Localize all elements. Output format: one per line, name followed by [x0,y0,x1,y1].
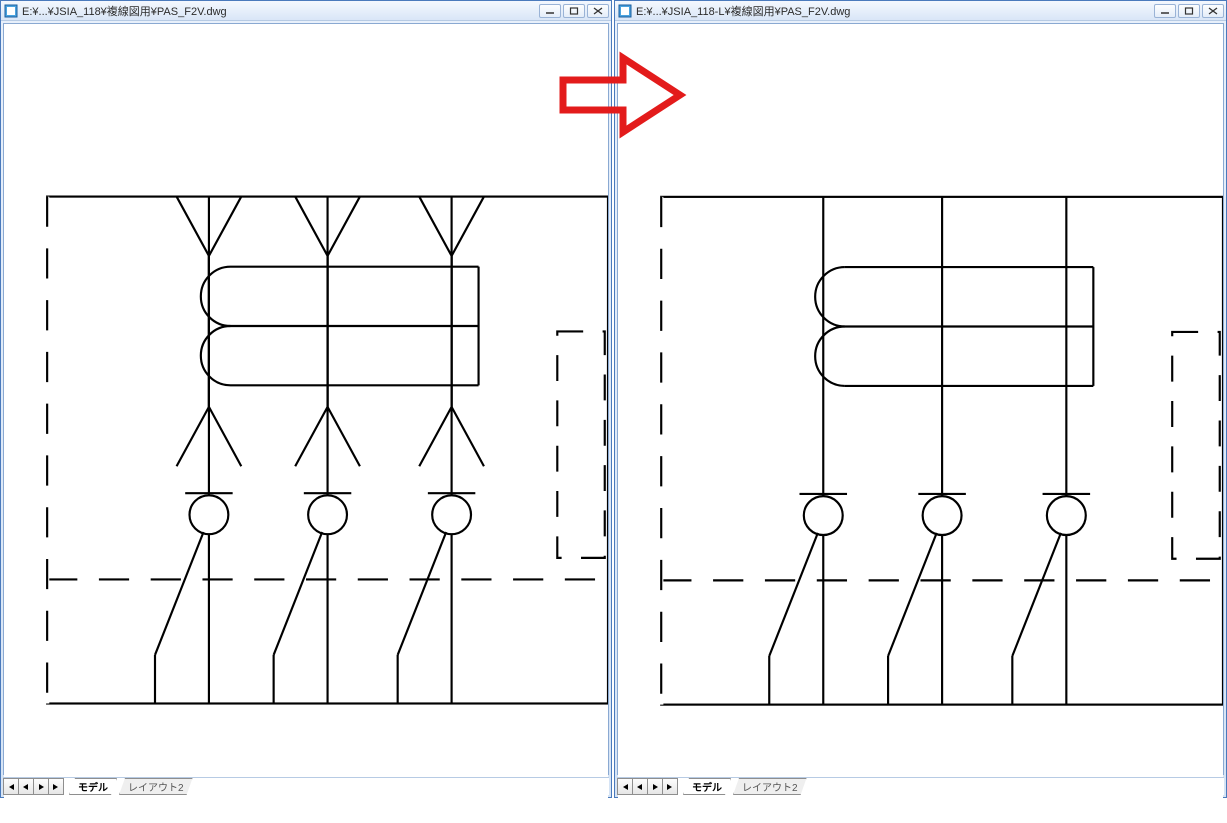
nav-last-button[interactable] [662,778,678,795]
titlebar: E:¥...¥JSIA_118-L¥複線図用¥PAS_F2V.dwg [615,1,1226,21]
tab-layout2[interactable]: レイアウト2 [119,778,193,795]
titlebar: E:¥...¥JSIA_118¥複線図用¥PAS_F2V.dwg [1,1,611,21]
window-left: E:¥...¥JSIA_118¥複線図用¥PAS_F2V.dwg モデル レイア… [0,0,612,798]
nav-last-button[interactable] [48,778,64,795]
app-icon [618,4,632,18]
nav-prev-button[interactable] [18,778,34,795]
drawing-area[interactable] [3,23,609,775]
app-icon [4,4,18,18]
cad-canvas [618,24,1223,823]
nav-first-button[interactable] [3,778,19,795]
close-button[interactable] [587,4,609,18]
nav-first-button[interactable] [617,778,633,795]
nav-prev-button[interactable] [632,778,648,795]
window-title: E:¥...¥JSIA_118-L¥複線図用¥PAS_F2V.dwg [636,3,1154,19]
tab-strip: モデル レイアウト2 [67,778,193,795]
tab-model[interactable]: モデル [69,778,117,795]
nav-next-button[interactable] [33,778,49,795]
window-right: E:¥...¥JSIA_118-L¥複線図用¥PAS_F2V.dwg モデル レ… [614,0,1227,798]
window-buttons [1154,4,1224,18]
maximize-button[interactable] [563,4,585,18]
minimize-button[interactable] [539,4,561,18]
window-buttons [539,4,609,18]
minimize-button[interactable] [1154,4,1176,18]
nav-next-button[interactable] [647,778,663,795]
maximize-button[interactable] [1178,4,1200,18]
drawing-area[interactable] [617,23,1224,775]
tab-strip: モデル レイアウト2 [681,778,807,795]
cad-canvas [4,24,608,822]
bottom-navbar: モデル レイアウト2 [3,777,609,795]
bottom-navbar: モデル レイアウト2 [617,777,1224,795]
tab-layout2[interactable]: レイアウト2 [733,778,807,795]
tab-model[interactable]: モデル [683,778,731,795]
window-title: E:¥...¥JSIA_118¥複線図用¥PAS_F2V.dwg [22,3,539,19]
close-button[interactable] [1202,4,1224,18]
